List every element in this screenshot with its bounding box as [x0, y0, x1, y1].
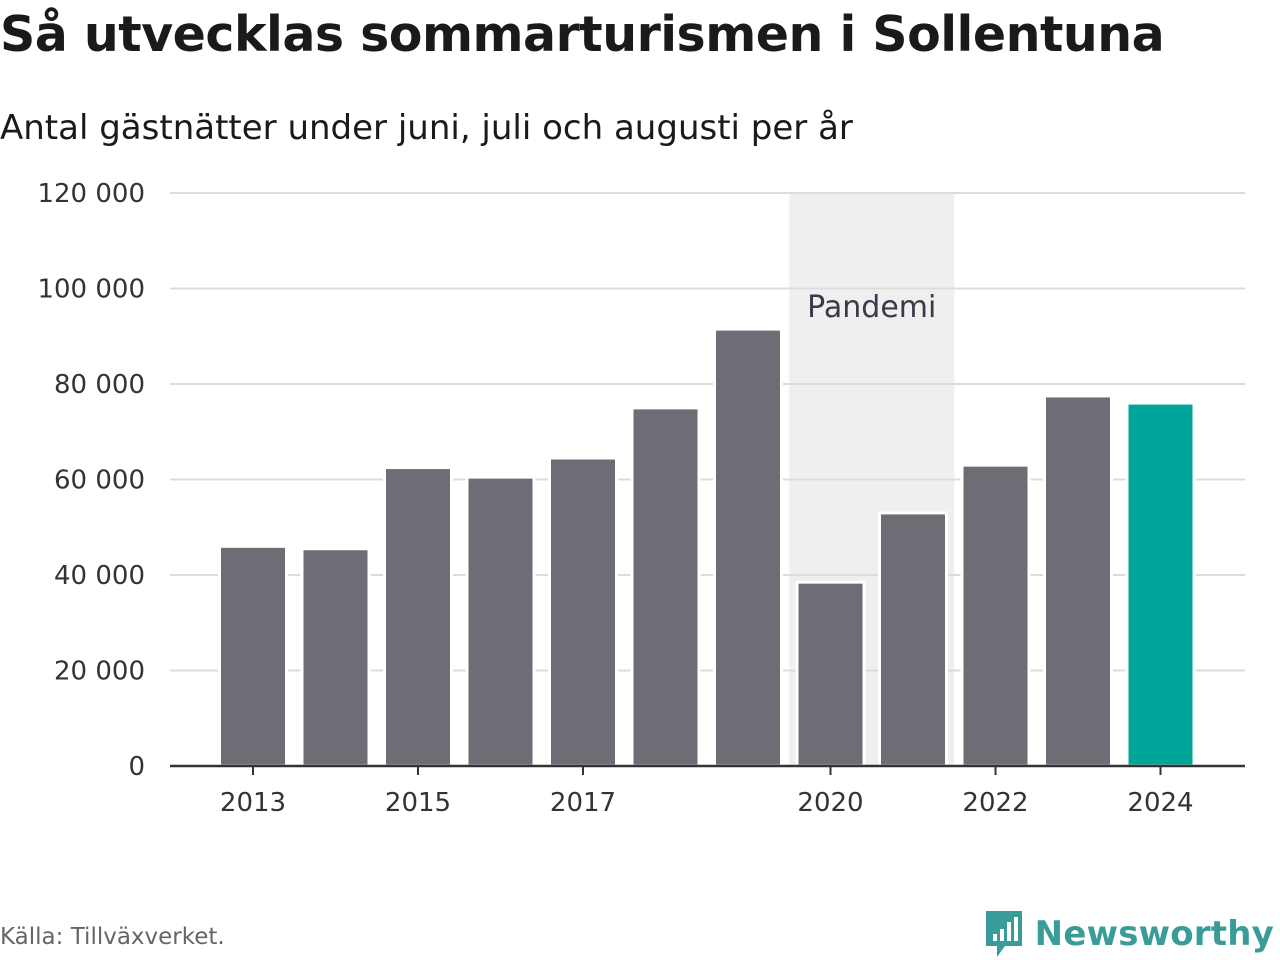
y-tick-label: 120 000: [37, 179, 145, 209]
x-tick-label: 2015: [385, 788, 451, 818]
bar-2023: [1043, 394, 1113, 768]
brand-name: Newsworthy: [1034, 914, 1274, 954]
x-tick-label: 2024: [1127, 788, 1193, 818]
y-tick-label: 40 000: [54, 561, 145, 591]
chart-title: Så utvecklas sommarturismen i Sollentuna: [0, 6, 1165, 63]
bar-chart: Pandemi 0 20 000 40 000 60 000 80 000 100 000 1…: [37, 179, 1245, 818]
bar-2020: [795, 580, 866, 768]
bar-chart-speech-bubble-icon: [985, 911, 1022, 957]
y-tick-label: 60 000: [54, 466, 145, 496]
bar-2013: [218, 544, 288, 768]
x-tick-label: 2020: [797, 788, 863, 818]
bar-2019: [713, 327, 783, 768]
source-note: Källa: Tillväxverket.: [0, 924, 225, 950]
brand-logo: Newsworthy: [983, 908, 1274, 960]
x-tick-label: 2013: [220, 788, 286, 818]
bar-2014: [300, 547, 371, 768]
y-tick-label: 20 000: [54, 657, 145, 687]
annotation-label: Pandemi: [807, 290, 936, 325]
bar-2017: [548, 456, 618, 768]
y-tick-label: 100 000: [37, 275, 145, 305]
x-tick-label: 2022: [962, 788, 1028, 818]
x-tick-label: 2017: [550, 788, 616, 818]
y-tick-label: 0: [128, 752, 145, 782]
y-tick-label: 80 000: [54, 370, 145, 400]
chart-subtitle: Antal gästnätter under juni, juli och au…: [0, 108, 853, 148]
bar-2015: [383, 466, 453, 768]
bar-2024: [1125, 401, 1196, 768]
bar-2022: [960, 463, 1031, 768]
bar-2016: [465, 475, 536, 768]
bar-2021: [878, 511, 948, 768]
bar-2018: [630, 406, 701, 768]
